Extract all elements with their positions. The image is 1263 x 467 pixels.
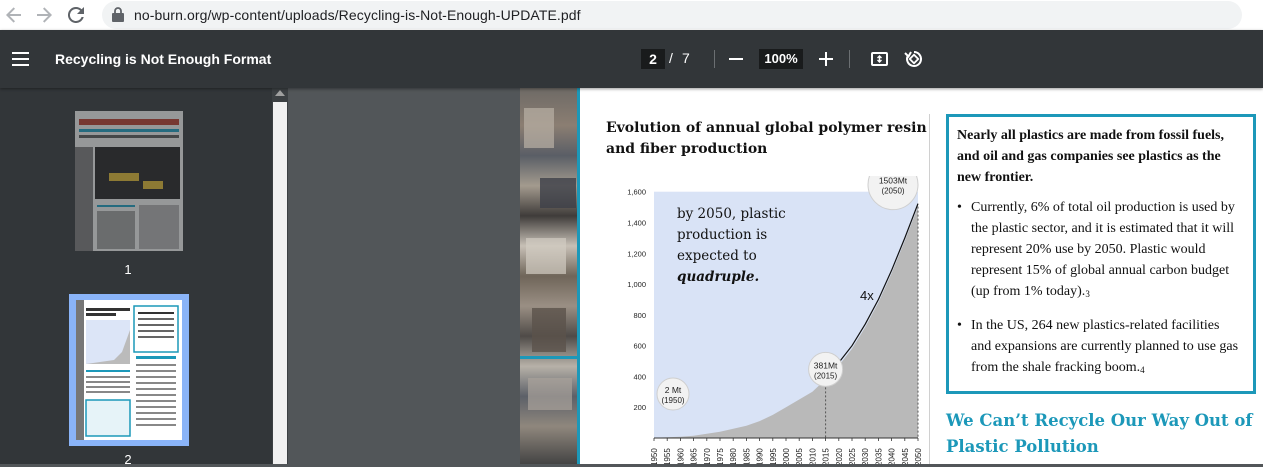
x-tick-label: 2030: [861, 448, 870, 464]
chart-note-line: expected to: [677, 248, 757, 264]
bullet-text: In the US, 264 new plastics-related faci…: [971, 318, 1239, 375]
pdf-toolbar: Recycling is Not Enough Format 2 / 7 100…: [0, 30, 1263, 88]
section-heading: We Can’t Recycle Our Way Out of Plastic …: [946, 411, 1253, 456]
x-tick-label: 1985: [742, 448, 751, 464]
data-callout-value: 2 Mt: [665, 385, 682, 395]
zoom-level-input[interactable]: 100%: [759, 49, 803, 69]
back-arrow-icon[interactable]: [2, 3, 26, 27]
page-side-photo: [520, 88, 580, 464]
data-callout-circle: [656, 377, 690, 411]
x-tick-label: 2015: [822, 448, 831, 464]
x-tick-label: 1975: [716, 448, 725, 464]
chart-note-line: quadruple.: [677, 269, 759, 285]
x-tick-label: 1990: [756, 448, 765, 464]
sidebar-scrollbar-thumb[interactable]: [273, 102, 287, 464]
page-thumbnail-2[interactable]: [76, 300, 182, 440]
x-tick-label: 1955: [663, 448, 672, 464]
y-tick-label: 400: [633, 372, 646, 381]
chart-title: Evolution of annual global polymer resin…: [606, 120, 927, 157]
callout-heading: Nearly all plastics are made from fossil…: [957, 128, 1225, 185]
url-text[interactable]: no-burn.org/wp-content/uploads/Recycling…: [134, 7, 581, 23]
lock-icon: [112, 7, 126, 23]
forward-arrow-icon[interactable]: [32, 3, 56, 27]
x-tick-label: 2035: [874, 448, 883, 464]
fossil-fuels-callout: Nearly all plastics are made from fossil…: [946, 114, 1256, 394]
reload-icon[interactable]: [64, 3, 88, 27]
callout-bullet: In the US, 264 new plastics-related faci…: [957, 315, 1243, 381]
y-tick-label: 1,000: [627, 280, 646, 289]
x-tick-label: 2020: [835, 448, 844, 464]
projection-line: [825, 203, 919, 377]
browser-address-bar: no-burn.org/wp-content/uploads/Recycling…: [0, 0, 1263, 30]
y-tick-label: 800: [633, 311, 646, 320]
zoom-in-icon[interactable]: [819, 52, 833, 66]
y-tick-label: 1,400: [627, 218, 646, 227]
x-tick-label: 2040: [888, 448, 897, 464]
x-tick-label: 2005: [795, 448, 804, 464]
production-area: [654, 206, 918, 438]
pdf-page-2: Evolution of annual global polymer resin…: [520, 88, 1263, 464]
x-tick-label: 1960: [676, 448, 685, 464]
callout-bullet-list: Currently, 6% of total oil production is…: [957, 197, 1243, 381]
page-number-input[interactable]: 2: [641, 49, 665, 69]
data-callout-circle: [867, 176, 919, 211]
callout-bullet: Currently, 6% of total oil production is…: [957, 197, 1243, 305]
scroll-up-icon[interactable]: [275, 90, 285, 96]
thumbnail-label-2: 2: [124, 452, 132, 467]
menu-icon[interactable]: [12, 52, 29, 66]
x-tick-label: 1950: [650, 448, 659, 464]
fit-page-icon[interactable]: [871, 52, 888, 66]
thumbnail-sidebar: 1: [0, 88, 288, 467]
bullet-text: Currently, 6% of total oil production is…: [971, 200, 1235, 299]
x-tick-label: 2025: [848, 448, 857, 464]
data-callout-value: 381Mt: [814, 360, 838, 370]
footnote-ref[interactable]: 3: [1085, 289, 1090, 299]
y-tick-label: 1,200: [627, 249, 646, 258]
rotate-icon[interactable]: [904, 49, 924, 69]
document-title: Recycling is Not Enough Format: [55, 51, 272, 67]
x-tick-label: 1980: [729, 448, 738, 464]
x-tick-label: 1965: [690, 448, 699, 464]
x-tick-label: 1970: [703, 448, 712, 464]
chart-note-line: by 2050, plastic: [677, 206, 786, 222]
x-tick-label: 2045: [901, 448, 910, 464]
toolbar-divider: [714, 50, 715, 68]
data-callout-year: (1950): [661, 396, 684, 405]
thumbnail-label-1: 1: [124, 262, 132, 277]
data-callout-year: (2015): [814, 371, 837, 380]
multiplier-label: 4x: [860, 288, 874, 303]
y-tick-label: 200: [633, 403, 646, 412]
y-tick-label: 600: [633, 342, 646, 351]
x-tick-label: 2010: [808, 448, 817, 464]
footnote-ref[interactable]: 4: [1140, 365, 1145, 375]
chart-note-line: production is: [677, 227, 767, 243]
page-total: 7: [682, 50, 690, 66]
address-omnibox[interactable]: no-burn.org/wp-content/uploads/Recycling…: [102, 1, 1242, 29]
x-tick-label: 1995: [769, 448, 778, 464]
x-tick-label: 2000: [782, 448, 791, 464]
page-separator: /: [669, 50, 673, 66]
x-tick-label: 2050: [914, 448, 923, 464]
production-chart: 200 400 600 800 1,000 1,200 1,400 1,600 1950 1955…: [627, 176, 923, 464]
y-tick-label: 1,600: [627, 188, 646, 197]
column-divider: [929, 114, 930, 464]
page-thumbnail-1[interactable]: [75, 111, 183, 251]
zoom-out-icon[interactable]: [729, 58, 743, 60]
data-callout-value: 1503Mt: [879, 176, 908, 186]
data-callout-year: (2050): [881, 187, 904, 196]
data-callout-circle: [808, 351, 844, 387]
toolbar-divider: [849, 50, 850, 68]
